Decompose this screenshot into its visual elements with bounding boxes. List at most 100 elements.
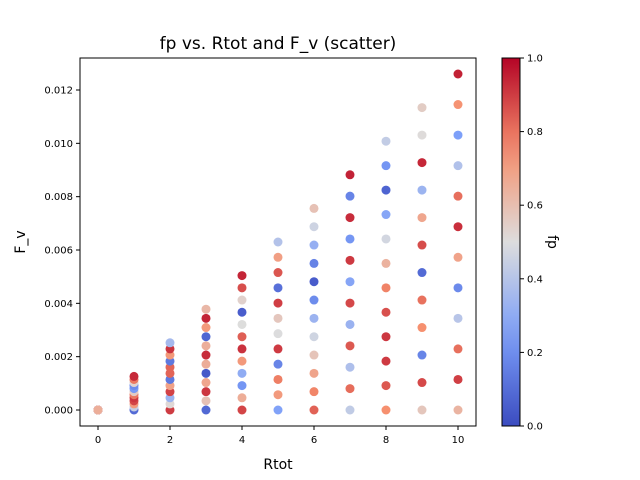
data-point <box>237 381 247 391</box>
data-point <box>345 405 355 415</box>
x-tick-label: 0 <box>95 435 101 446</box>
data-point <box>309 313 319 323</box>
chart-title: fp vs. Rtot and F_v (scatter) <box>160 34 397 54</box>
data-point <box>237 405 247 415</box>
y-tick-label: 0.004 <box>44 299 73 310</box>
data-point <box>309 350 319 360</box>
data-point <box>417 185 427 195</box>
data-point <box>417 268 427 278</box>
data-point <box>237 368 247 378</box>
x-axis-label: Rtot <box>263 457 293 473</box>
data-point <box>453 374 463 384</box>
data-point <box>309 295 319 305</box>
data-point <box>345 319 355 329</box>
data-point <box>381 161 391 171</box>
data-point <box>201 323 211 333</box>
colorbar-tick-label: 0.4 <box>527 274 543 285</box>
data-point <box>273 283 283 293</box>
colorbar <box>501 57 521 427</box>
x-tick-label: 6 <box>311 435 317 446</box>
data-point <box>381 307 391 317</box>
data-point <box>345 234 355 244</box>
data-point <box>273 405 283 415</box>
data-point <box>237 283 247 293</box>
data-point <box>453 283 463 293</box>
colorbar-ticks: 0.0 0.2 0.4 0.6 0.8 1.0 <box>520 54 543 433</box>
x-tick-label: 10 <box>452 435 465 446</box>
data-point <box>201 378 211 388</box>
colorbar-tick-label: 0.0 <box>527 422 543 433</box>
data-point <box>417 240 427 250</box>
x-tick-label: 4 <box>239 435 245 446</box>
x-axis: 0 2 4 6 8 10 <box>95 426 465 446</box>
data-point <box>201 313 211 323</box>
data-point <box>273 237 283 247</box>
data-point <box>381 136 391 146</box>
data-point <box>345 255 355 265</box>
data-points <box>93 69 463 415</box>
y-axis: 0.000 0.002 0.004 0.006 0.008 0.010 0.012 <box>44 86 80 417</box>
y-axis-label: F_v <box>13 230 29 253</box>
data-point <box>381 381 391 391</box>
data-point <box>381 356 391 366</box>
data-point <box>237 393 247 403</box>
data-point <box>273 344 283 354</box>
data-point <box>345 170 355 180</box>
colorbar-tick-label: 0.2 <box>527 348 543 359</box>
data-point <box>273 298 283 308</box>
colorbar-tick-label: 1.0 <box>527 54 543 65</box>
x-tick-label: 8 <box>383 435 389 446</box>
data-point <box>417 323 427 333</box>
data-point <box>237 344 247 354</box>
data-point <box>417 103 427 113</box>
data-point <box>381 283 391 293</box>
colorbar-tick-label: 0.6 <box>527 201 543 212</box>
y-tick-label: 0.008 <box>44 192 73 203</box>
data-point <box>417 378 427 388</box>
x-tick-label: 2 <box>167 435 173 446</box>
data-point <box>201 350 211 360</box>
data-point <box>345 341 355 351</box>
data-point <box>309 332 319 342</box>
data-point <box>453 313 463 323</box>
data-point <box>381 332 391 342</box>
data-point <box>201 304 211 314</box>
data-point <box>345 277 355 287</box>
data-point <box>417 405 427 415</box>
y-tick-label: 0.012 <box>44 86 73 97</box>
data-point <box>237 356 247 366</box>
data-point <box>453 69 463 79</box>
data-point <box>417 350 427 360</box>
data-point <box>201 341 211 351</box>
data-point <box>273 252 283 262</box>
y-tick-label: 0.002 <box>44 352 73 363</box>
colorbar-label: fp <box>544 235 560 249</box>
data-point <box>453 344 463 354</box>
data-point <box>237 319 247 329</box>
data-point <box>345 362 355 372</box>
data-point <box>345 213 355 223</box>
data-point <box>237 307 247 317</box>
data-point <box>201 359 211 369</box>
data-point <box>309 240 319 250</box>
data-point <box>273 313 283 323</box>
data-point <box>201 332 211 342</box>
data-point <box>345 384 355 394</box>
data-point <box>381 210 391 220</box>
data-point <box>417 130 427 140</box>
data-point <box>201 368 211 378</box>
data-point <box>381 234 391 244</box>
data-point <box>273 390 283 400</box>
data-point <box>345 191 355 201</box>
data-point <box>453 222 463 232</box>
data-point <box>237 271 247 281</box>
data-point <box>417 213 427 223</box>
data-point <box>381 258 391 268</box>
data-point <box>93 405 103 415</box>
data-point <box>273 268 283 278</box>
colorbar-tick-label: 0.8 <box>527 127 543 138</box>
data-point <box>273 374 283 384</box>
data-point <box>201 405 211 415</box>
data-point <box>309 387 319 397</box>
